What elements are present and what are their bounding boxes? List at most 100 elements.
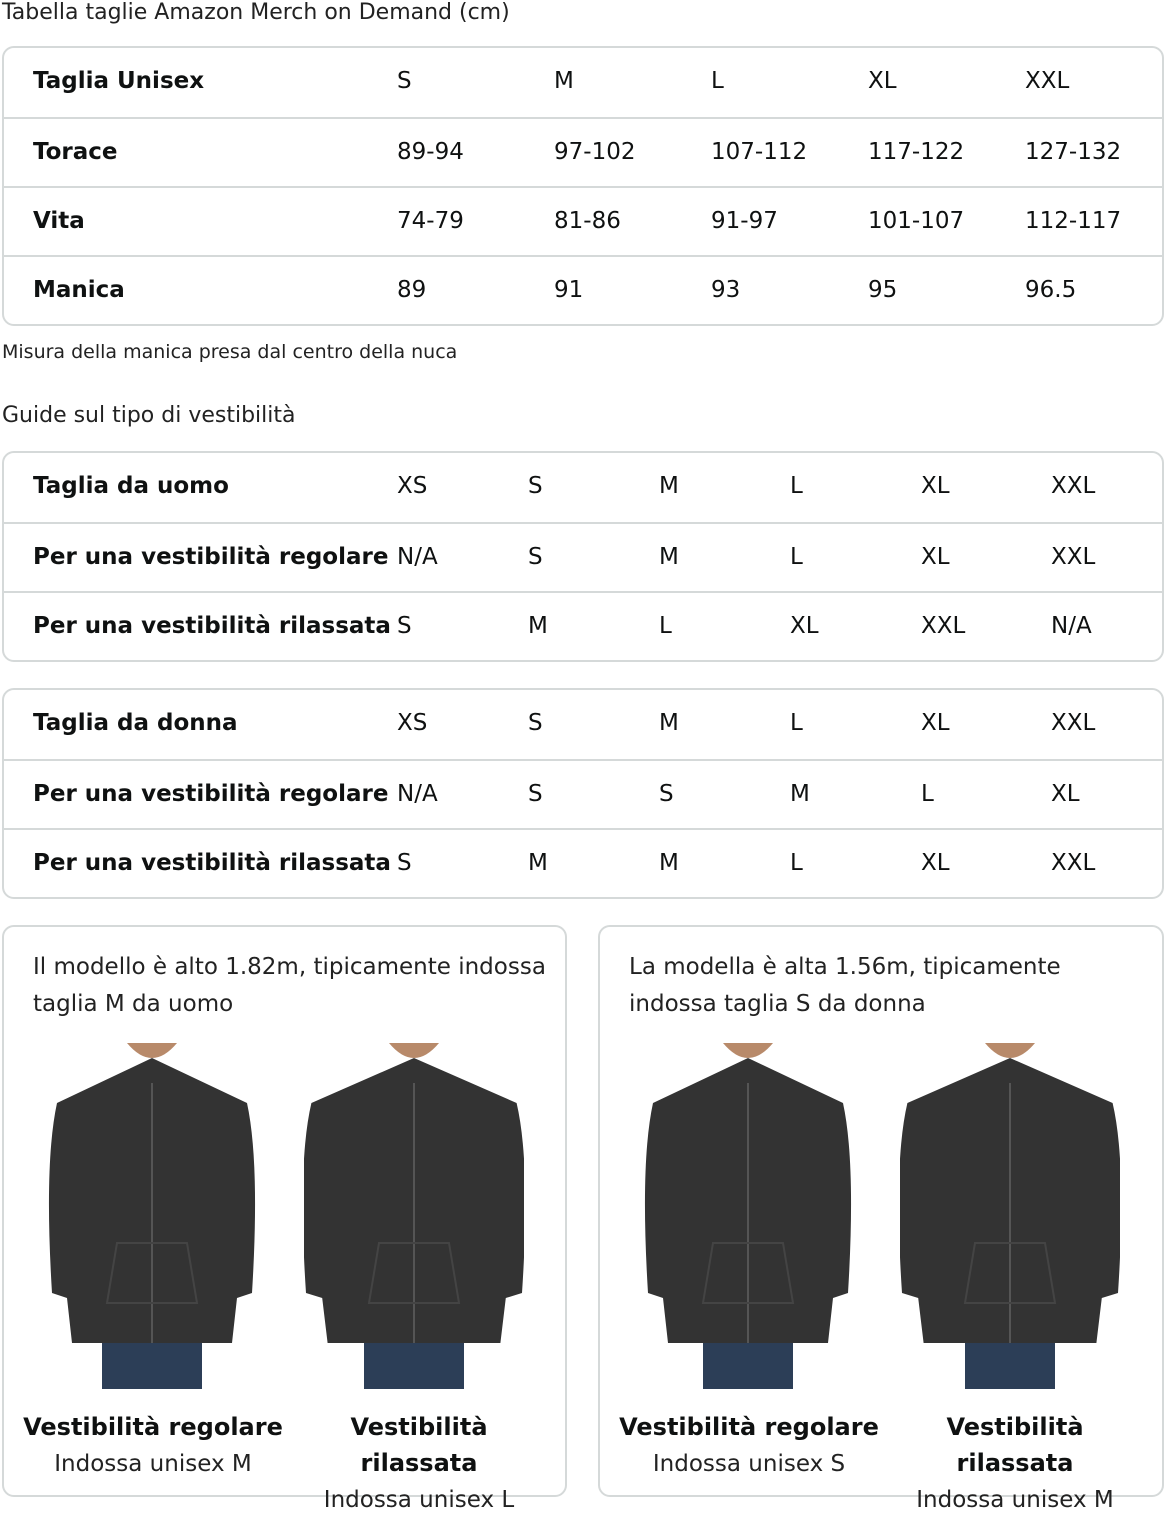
table-cell: S xyxy=(397,850,412,876)
table-cell: L xyxy=(921,781,934,807)
table-row: Torace 89-94 97-102 107-112 117-122 127-132 xyxy=(4,117,1162,186)
table-cell: S xyxy=(528,781,543,807)
table-row: Taglia Unisex S M L XL XXL xyxy=(4,48,1162,117)
table-cell: L xyxy=(790,473,803,499)
model-description: Il modello è alto 1.82m, tipicamente ind… xyxy=(33,954,546,1017)
table-cell: L xyxy=(790,710,803,736)
size-worn: Indossa unisex L xyxy=(323,1487,515,1513)
row-label: Taglia da donna xyxy=(33,710,238,736)
page-title: Tabella taglie Amazon Merch on Demand (c… xyxy=(2,0,510,25)
table-cell: XXL xyxy=(1051,473,1096,499)
table-cell: XL xyxy=(921,710,950,736)
unisex-size-table: Taglia Unisex S M L XL XXL Torace 89-94 97-102 10… xyxy=(2,46,1164,326)
table-cell: 91 xyxy=(554,277,584,303)
fit-guide-title: Guide sul tipo di vestibilità xyxy=(2,403,296,428)
size-worn: Indossa unisex M xyxy=(916,1487,1114,1513)
table-cell: S xyxy=(528,473,543,499)
table-cell: 97-102 xyxy=(554,139,636,165)
table-cell: S xyxy=(659,781,674,807)
row-label: Torace xyxy=(33,139,118,165)
table-cell: 95 xyxy=(868,277,898,303)
table-cell: L xyxy=(790,544,803,570)
male-model-photo xyxy=(302,1043,526,1389)
table-cell: 117-122 xyxy=(868,139,965,165)
table-cell: XXL xyxy=(921,613,966,639)
row-label: Per una vestibilità rilassata xyxy=(33,850,391,876)
row-label: Manica xyxy=(33,277,125,303)
table-row: Manica 89 91 93 95 96.5 xyxy=(4,255,1162,324)
table-cell: M xyxy=(790,781,810,807)
fit-type: Vestibilità regolare xyxy=(23,1413,283,1441)
table-cell: XL xyxy=(921,850,950,876)
sleeve-note: Misura della manica presa dal centro del… xyxy=(2,341,458,363)
fit-caption: Vestibilità regolare Indossa unisex M xyxy=(23,1409,283,1483)
table-cell: XL xyxy=(921,473,950,499)
fit-caption: Vestibilità rilassata Indossa unisex M xyxy=(885,1409,1145,1519)
table-cell: XXL xyxy=(1051,544,1096,570)
table-cell: N/A xyxy=(1051,613,1092,639)
table-cell: XL xyxy=(921,544,950,570)
table-cell: L xyxy=(790,850,803,876)
table-cell: XXL xyxy=(1051,850,1096,876)
table-row: Taglia da donna XS S M L XL XXL xyxy=(4,690,1162,759)
model-figure xyxy=(302,1043,526,1389)
fit-caption: Vestibilità regolare Indossa unisex S xyxy=(619,1409,879,1483)
table-cell: XXL xyxy=(1051,710,1096,736)
female-model-card: La modella è alta 1.56m, tipicamente ind… xyxy=(598,925,1164,1513)
table-cell: XS xyxy=(397,473,428,499)
table-row: Per una vestibilità rilassata S M M L XL XXL xyxy=(4,828,1162,897)
table-cell: S xyxy=(397,613,412,639)
table-cell: 81-86 xyxy=(554,208,621,234)
table-cell: 74-79 xyxy=(397,208,464,234)
table-row: Per una vestibilità regolare N/A S M L XL XXL xyxy=(4,522,1162,591)
table-cell: XL xyxy=(790,613,819,639)
table-cell: XL xyxy=(868,68,897,94)
table-cell: M xyxy=(528,613,548,639)
table-cell: S xyxy=(528,710,543,736)
table-cell: XXL xyxy=(1025,68,1070,94)
table-cell: 107-112 xyxy=(711,139,808,165)
row-label: Vita xyxy=(33,208,85,234)
male-model-photo xyxy=(48,1043,256,1389)
table-cell: XS xyxy=(397,710,428,736)
table-cell: M xyxy=(554,68,574,94)
model-figure xyxy=(638,1043,858,1389)
model-figure xyxy=(42,1043,262,1389)
table-cell: M xyxy=(659,544,679,570)
table-row: Per una vestibilità regolare N/A S S M L XL xyxy=(4,759,1162,828)
table-row: Taglia da uomo XS S M L XL XXL xyxy=(4,453,1162,522)
table-cell: N/A xyxy=(397,781,438,807)
fit-caption: Vestibilità rilassata Indossa unisex L xyxy=(289,1409,549,1519)
fit-type: Vestibilità regolare xyxy=(619,1413,879,1441)
table-cell: S xyxy=(528,544,543,570)
table-cell: L xyxy=(711,68,724,94)
table-cell: 101-107 xyxy=(868,208,965,234)
fit-type: Vestibilità rilassata xyxy=(350,1413,488,1477)
fit-type: Vestibilità rilassata xyxy=(946,1413,1084,1477)
table-cell: M xyxy=(528,850,548,876)
women-fit-table: Taglia da donna XS S M L XL XXL Per una vestibi… xyxy=(2,688,1164,899)
table-cell: S xyxy=(397,68,412,94)
row-label: Per una vestibilità rilassata xyxy=(33,613,391,639)
table-cell: 91-97 xyxy=(711,208,778,234)
table-cell: XL xyxy=(1051,781,1080,807)
row-label: Taglia da uomo xyxy=(33,473,229,499)
table-row: Vita 74-79 81-86 91-97 101-107 112-117 xyxy=(4,186,1162,255)
table-cell: N/A xyxy=(397,544,438,570)
table-cell: 93 xyxy=(711,277,741,303)
model-figure xyxy=(898,1043,1122,1389)
men-fit-table: Taglia da uomo XS S M L XL XXL Per una vestibil… xyxy=(2,451,1164,662)
row-label: Taglia Unisex xyxy=(33,68,205,94)
table-cell: 112-117 xyxy=(1025,208,1122,234)
female-model-photo xyxy=(898,1043,1122,1389)
size-worn: Indossa unisex M xyxy=(54,1451,252,1477)
model-description: La modella è alta 1.56m, tipicamente ind… xyxy=(629,954,1061,1017)
table-cell: 127-132 xyxy=(1025,139,1122,165)
table-cell: 89-94 xyxy=(397,139,464,165)
male-model-card: Il modello è alto 1.82m, tipicamente ind… xyxy=(2,925,567,1513)
female-model-photo xyxy=(644,1043,852,1389)
table-cell: M xyxy=(659,710,679,736)
table-cell: 96.5 xyxy=(1025,277,1077,303)
table-row: Per una vestibilità rilassata S M L XL XXL N/A xyxy=(4,591,1162,660)
table-cell: M xyxy=(659,473,679,499)
